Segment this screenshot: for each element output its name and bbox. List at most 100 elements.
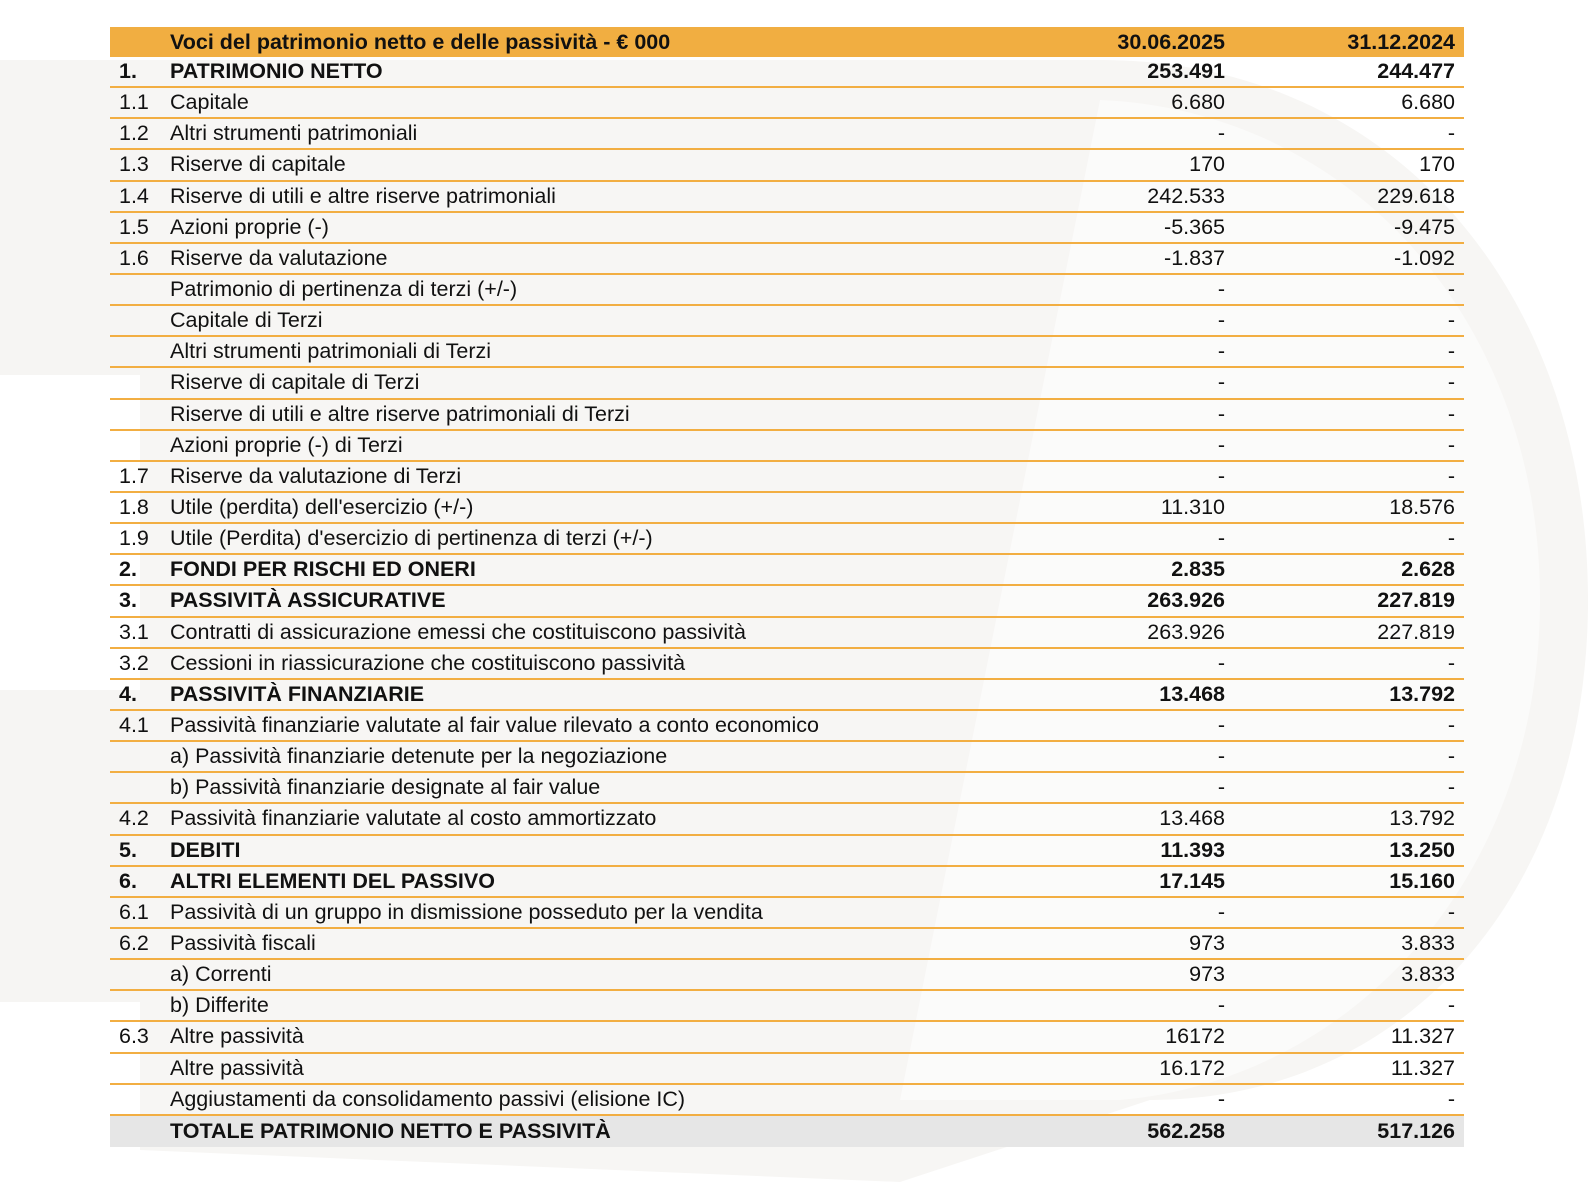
value-30-06-2025: - [1217,370,1225,395]
value-30-06-2025: 6.680 [1171,90,1225,115]
liabilities-table: Voci del patrimonio netto e delle passiv… [110,27,1464,1147]
table-row: 1. PATRIMONIO NETTO 253.491 244.477 [110,57,1464,89]
row-label: Riserve di capitale [170,152,346,177]
row-label: Passività finanziarie valutate al costo … [170,806,657,831]
row-number: 4.1 [119,713,149,738]
row-label: Altre passività [170,1024,304,1049]
value-31-12-2024: 13.792 [1389,681,1455,706]
table-row: a) Correnti 973 3.833 [110,960,1464,992]
table-row: 1.2 Altri strumenti patrimoniali - - [110,119,1464,151]
table-row: Capitale di Terzi - - [110,306,1464,338]
value-30-06-2025: -5.365 [1164,214,1225,239]
row-label: Altri strumenti patrimoniali di Terzi [170,339,492,364]
value-30-06-2025: - [1217,993,1225,1018]
row-number: 3. [119,588,137,613]
row-number: 1.3 [119,152,149,177]
value-30-06-2025: - [1217,339,1225,364]
row-number: 6.3 [119,1024,149,1049]
table-row: Riserve di capitale di Terzi - - [110,368,1464,400]
row-label: b) Differite [170,993,269,1018]
value-31-12-2024: - [1447,370,1455,395]
table-row: Altri strumenti patrimoniali di Terzi - - [110,337,1464,369]
row-label: Contratti di assicurazione emessi che co… [170,619,746,644]
value-31-12-2024: - [1447,277,1455,302]
value-30-06-2025: 170 [1189,152,1225,177]
table-row: 2. FONDI PER RISCHI ED ONERI 2.835 2.628 [110,555,1464,587]
table-row: 6.1 Passività di un gruppo in dismissione… [110,898,1464,929]
value-30-06-2025: - [1217,650,1225,675]
value-30-06-2025: 16.172 [1159,1055,1225,1080]
table-row: 1.1 Capitale 6.680 6.680 [110,88,1464,120]
row-label: PASSIVITÀ FINANZIARIE [170,681,425,706]
table-row: 4.1 Passività finanziarie valutate al fai… [110,711,1464,743]
table-row: 1.9 Utile (Perdita) d'esercizio di pertin… [110,524,1464,556]
table-row: Patrimonio di pertinenza di terzi (+/-) -… [110,275,1464,307]
row-number: 6.1 [119,899,149,924]
value-31-12-2024: - [1447,401,1455,426]
value-31-12-2024: 18.576 [1389,495,1455,520]
row-label: Riserve da valutazione di Terzi [170,463,462,488]
table-row: 1.4 Riserve di utili e altre riserve patr… [110,182,1464,213]
value-31-12-2024: -9.475 [1394,214,1455,239]
value-31-12-2024: 13.792 [1389,806,1455,831]
value-31-12-2024: 229.618 [1377,183,1455,208]
table-row: 3. PASSIVITÀ ASSICURATIVE 263.926 227.819 [110,586,1464,618]
value-30-06-2025: 973 [1189,931,1225,955]
row-label: PATRIMONIO NETTO [170,59,383,84]
table-row: 6.2 Passività fiscali 973 3.833 [110,929,1464,961]
value-30-06-2025: 17.145 [1159,868,1225,893]
value-31-12-2024: - [1447,463,1455,488]
value-31-12-2024: - [1447,432,1455,457]
value-30-06-2025: - [1217,432,1225,457]
value-30-06-2025: - [1217,1086,1225,1111]
table-row: 4.2 Passività finanziarie valutate al cos… [110,804,1464,836]
value-30-06-2025: 562.258 [1147,1118,1225,1143]
row-label: Aggiustamenti da consolidamento passivi … [170,1086,686,1111]
value-30-06-2025: 11.310 [1160,495,1225,520]
value-30-06-2025: 253.491 [1147,59,1225,84]
table-row: 1.7 Riserve da valutazione di Terzi - - [110,462,1464,493]
row-label: Riserve di utili e altre riserve patrimo… [170,401,630,426]
row-label: Passività finanziarie valutate al fair v… [170,713,819,738]
value-31-12-2024: 3.833 [1401,931,1455,955]
table-header: Voci del patrimonio netto e delle passiv… [110,27,1464,57]
table-row: 3.1 Contratti di assicurazione emessi che… [110,618,1464,649]
row-number: 4.2 [119,806,149,831]
total-row: TOTALE PATRIMONIO NETTO E PASSIVITÀ 562.2… [110,1115,1464,1147]
row-label: Riserve di capitale di Terzi [170,370,420,395]
table-row: b) Differite - - [110,991,1464,1023]
value-31-12-2024: 170 [1419,152,1455,177]
row-label: Capitale di Terzi [170,308,323,333]
value-31-12-2024: - [1447,1086,1455,1111]
table-row: Altre passività 16.172 11.327 [110,1054,1464,1085]
row-label: ALTRI ELEMENTI DEL PASSIVO [170,868,495,893]
table-row: 1.3 Riserve di capitale 170 170 [110,150,1464,182]
table-row: Azioni proprie (-) di Terzi - - [110,431,1464,462]
value-31-12-2024: - [1447,899,1455,924]
value-30-06-2025: - [1217,308,1225,333]
value-30-06-2025: - [1217,713,1225,738]
row-number: 1.4 [119,183,149,208]
value-31-12-2024: - [1447,339,1455,364]
row-number: 1.5 [119,214,149,239]
row-label: Azioni proprie (-) di Terzi [170,432,403,457]
table-row: 3.2 Cessioni in riassicurazione che costi… [110,649,1464,680]
row-label: Riserve di utili e altre riserve patrimo… [170,183,556,208]
row-label: Azioni proprie (-) [170,214,329,239]
table-row: 1.8 Utile (perdita) dell'esercizio (+/-) 1… [110,493,1464,525]
value-30-06-2025: 13.468 [1159,681,1225,706]
value-31-12-2024: 11.327 [1390,1055,1455,1080]
table-row: a) Passività finanziarie detenute per la… [110,742,1464,774]
row-label: a) Passività finanziarie detenute per la… [170,744,668,769]
value-30-06-2025: - [1217,277,1225,302]
value-31-12-2024: 3.833 [1401,962,1455,987]
row-number: 5. [119,837,137,862]
header-col-30-06-2025: 30.06.2025 [1117,29,1225,54]
header-label: Voci del patrimonio netto e delle passiv… [170,29,671,54]
value-30-06-2025: 16172 [1165,1024,1225,1049]
row-label: Patrimonio di pertinenza di terzi (+/-) [170,277,518,302]
value-30-06-2025: - [1217,899,1225,924]
value-31-12-2024: - [1447,775,1455,800]
value-31-12-2024: - [1447,993,1455,1018]
row-number: 1.2 [119,121,149,146]
